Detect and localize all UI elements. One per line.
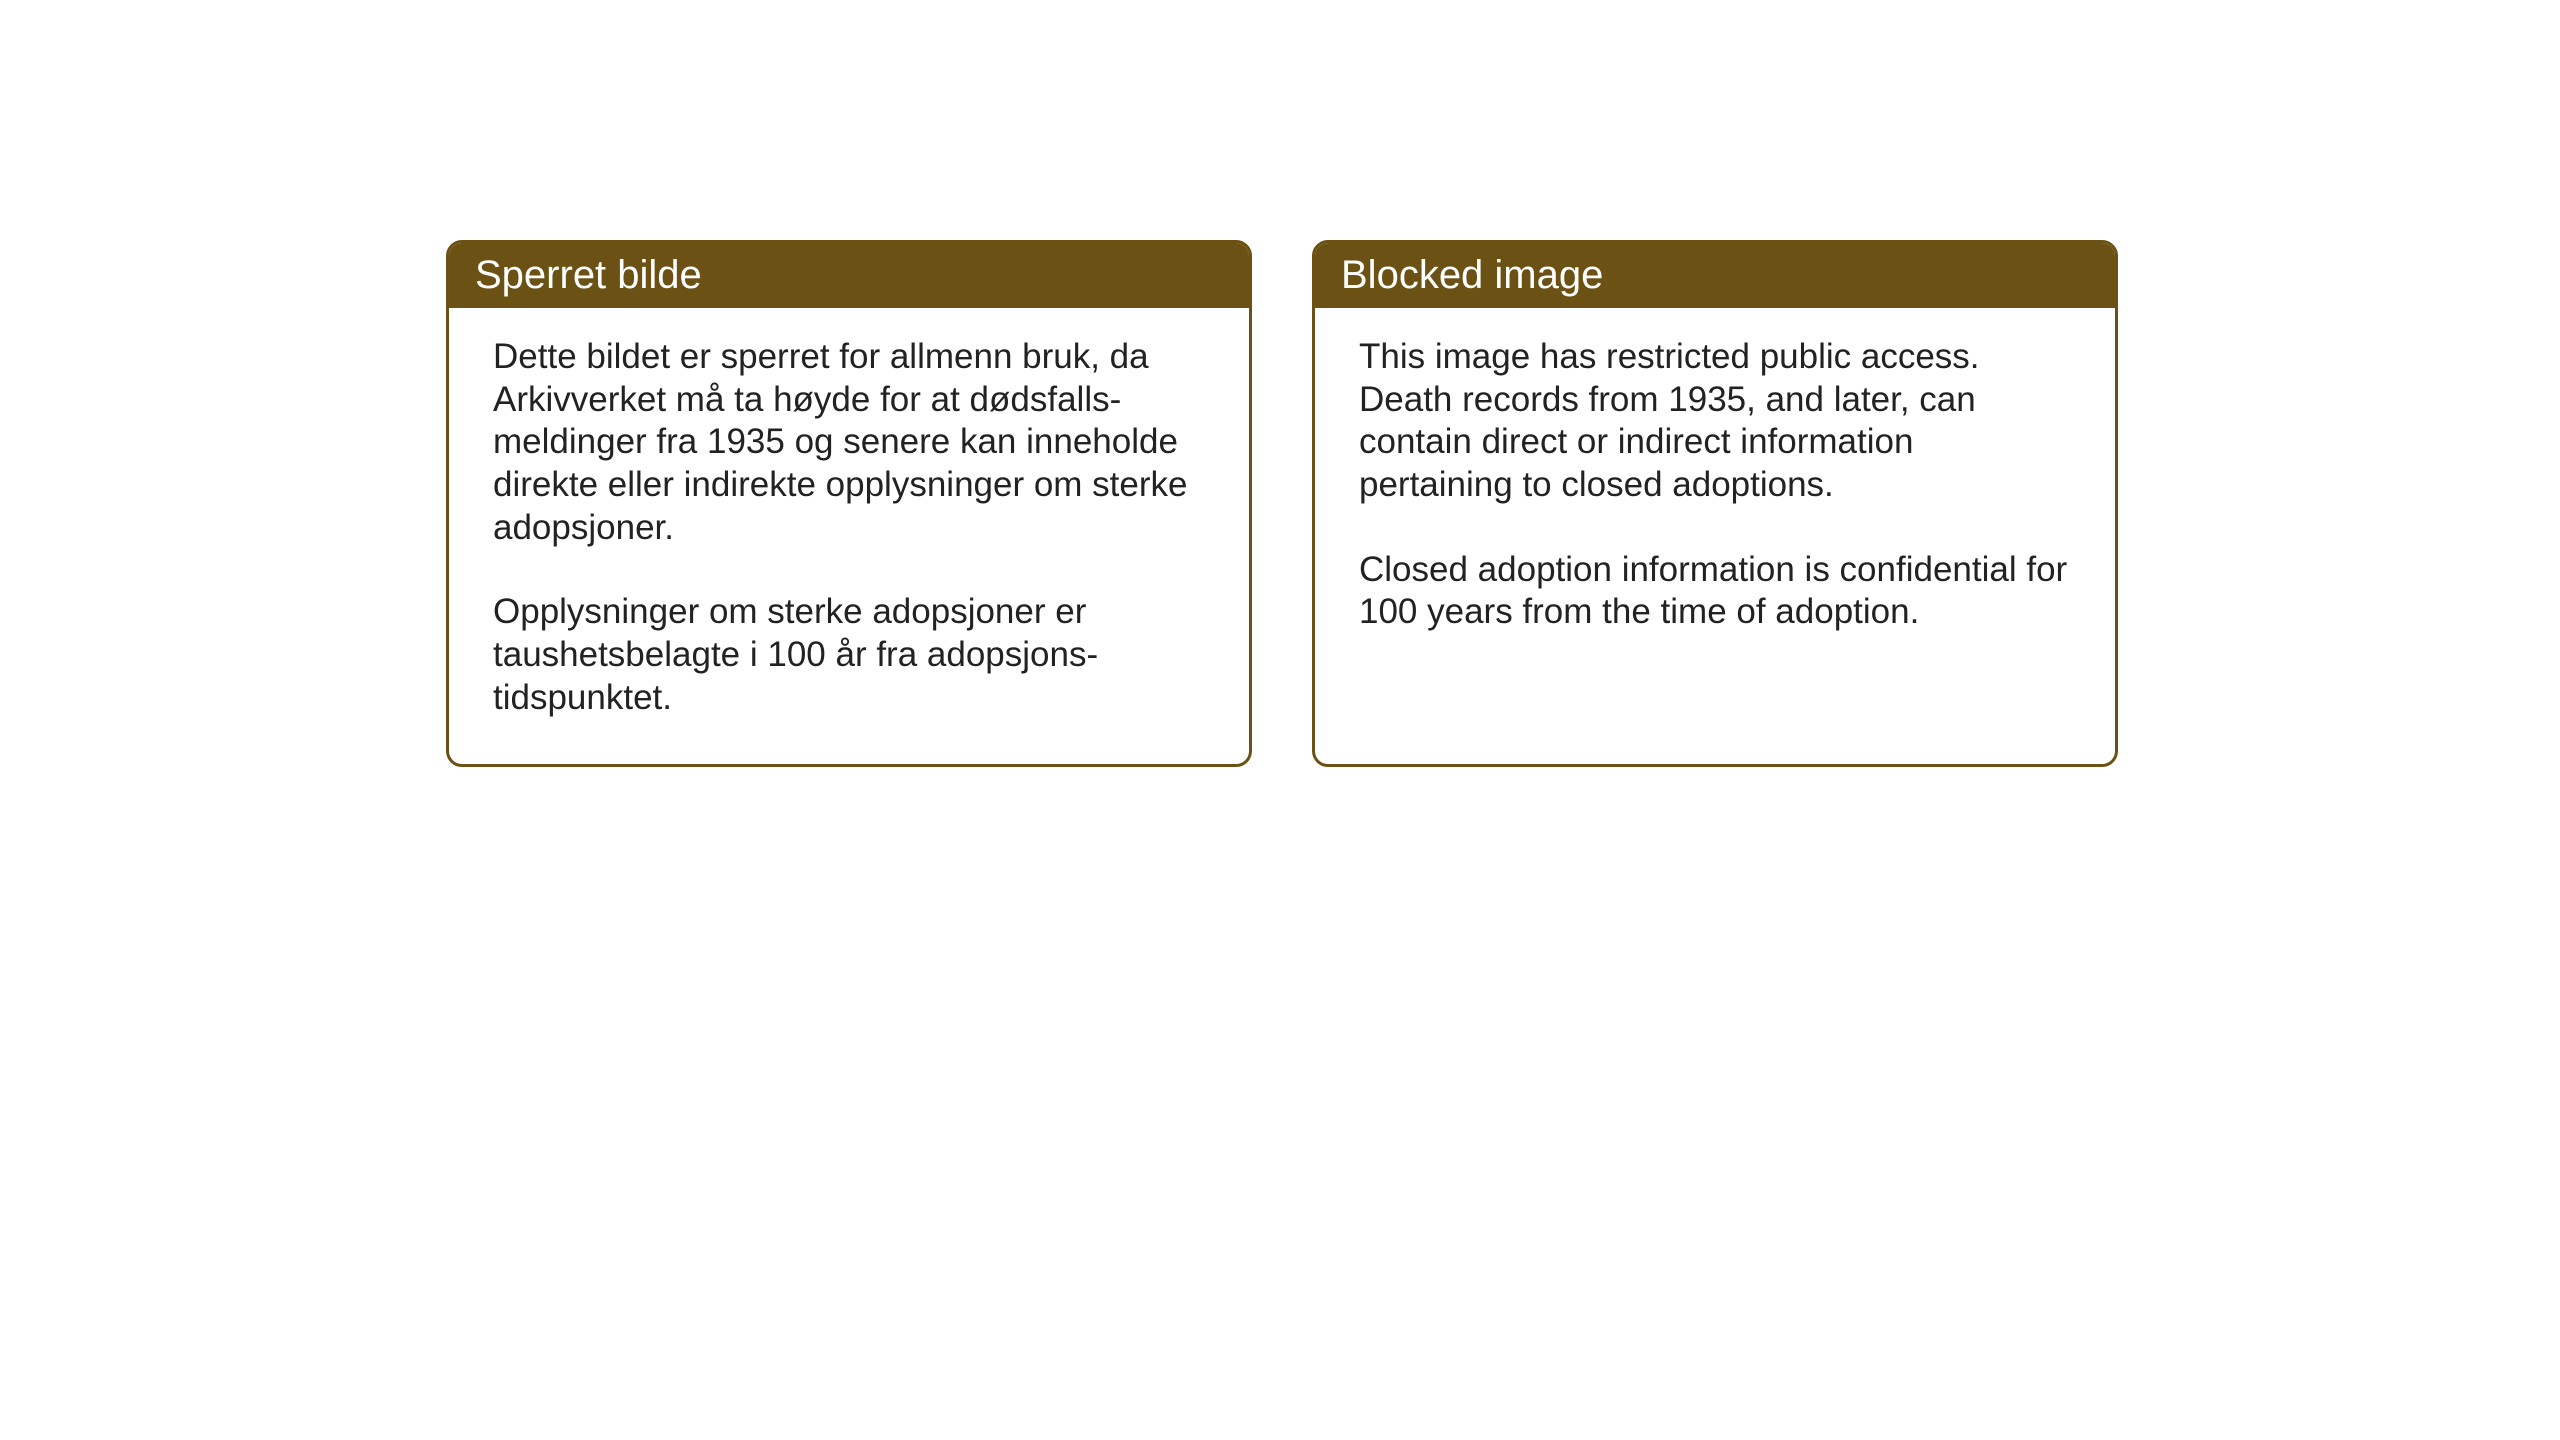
english-card-body: This image has restricted public access.… bbox=[1315, 308, 2115, 728]
english-paragraph-1: This image has restricted public access.… bbox=[1359, 336, 2071, 507]
notice-container: Sperret bilde Dette bildet er sperret fo… bbox=[0, 0, 2560, 767]
norwegian-card-body: Dette bildet er sperret for allmenn bruk… bbox=[449, 308, 1249, 764]
english-card-header: Blocked image bbox=[1315, 243, 2115, 308]
norwegian-card-title: Sperret bilde bbox=[475, 253, 702, 297]
norwegian-notice-card: Sperret bilde Dette bildet er sperret fo… bbox=[446, 240, 1252, 767]
norwegian-paragraph-2: Opplysninger om sterke adopsjoner er tau… bbox=[493, 591, 1205, 719]
norwegian-card-header: Sperret bilde bbox=[449, 243, 1249, 308]
english-card-title: Blocked image bbox=[1341, 253, 1603, 297]
norwegian-paragraph-1: Dette bildet er sperret for allmenn bruk… bbox=[493, 336, 1205, 549]
english-notice-card: Blocked image This image has restricted … bbox=[1312, 240, 2118, 767]
english-paragraph-2: Closed adoption information is confident… bbox=[1359, 549, 2071, 634]
